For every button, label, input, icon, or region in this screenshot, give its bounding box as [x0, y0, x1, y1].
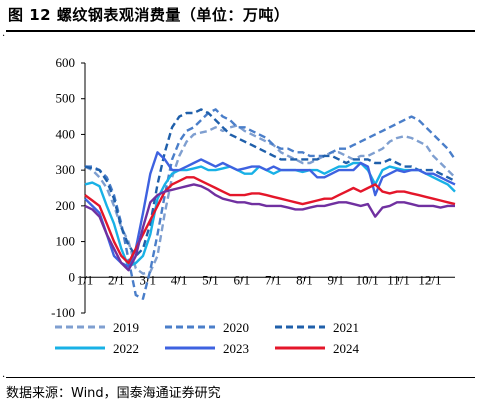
series-line-2024	[84, 176, 456, 265]
series-line-extra-6	[84, 183, 455, 272]
x-tick-label: 12/1	[418, 272, 441, 287]
series-line-2020	[85, 108, 456, 300]
consumption-line-chart: -100 0 100 200 300 400 500 600 1/1 2/1 3/1 4/1 5/1 6…	[51, 55, 456, 356]
series-line-2022	[84, 161, 456, 268]
x-tick-label: 1/1	[77, 272, 94, 287]
series-line-2021	[84, 108, 456, 258]
y-axis: -100 0 100 200 300 400 500 600	[51, 55, 86, 320]
margin-dot: .	[2, 369, 6, 380]
legend-label-2023: 2023	[223, 341, 249, 356]
x-tick-label: 11/1	[387, 272, 410, 287]
y-tick-label: 0	[69, 269, 76, 284]
y-tick-label: 500	[56, 91, 76, 106]
series-line-2023	[84, 151, 456, 268]
x-tick-label: 8/1	[296, 272, 313, 287]
y-tick-label: 100	[56, 234, 76, 249]
x-tick-label: 3/1	[139, 272, 156, 287]
y-tick-label: 300	[56, 162, 76, 177]
title-rule	[6, 30, 475, 32]
series-line-2019	[84, 124, 456, 275]
series-layer	[84, 108, 456, 300]
x-tick-label: 6/1	[233, 272, 250, 287]
legend-label-2020: 2020	[223, 320, 249, 335]
y-tick-label: 400	[56, 126, 76, 141]
legend: 2019 2020 2021 2022 2023 2024	[55, 320, 360, 356]
x-axis: 1/1 2/1 3/1 4/1 5/1 6/1 7/1 8/1 9/1 10/1 11/1 12/1	[77, 272, 455, 287]
legend-label-2024: 2024	[333, 341, 360, 356]
x-tick-label: 10/1	[356, 272, 379, 287]
source-rule	[6, 377, 475, 378]
y-tick-label: 200	[56, 198, 76, 213]
source-note: 数据来源：Wind，国泰海通证券研究	[6, 386, 221, 401]
x-tick-label: 7/1	[265, 272, 282, 287]
legend-label-2021: 2021	[333, 320, 359, 335]
y-tick-label: -100	[51, 305, 75, 320]
x-tick-label: 5/1	[202, 272, 219, 287]
x-tick-label: 9/1	[328, 272, 345, 287]
margin-dot: .	[2, 28, 6, 39]
legend-label-2019: 2019	[113, 320, 139, 335]
x-tick-label: 2/1	[108, 272, 125, 287]
legend-label-2022: 2022	[113, 341, 139, 356]
figure-title: 图 12 螺纹钢表观消费量（单位：万吨）	[8, 6, 290, 24]
x-tick-label: 4/1	[171, 272, 188, 287]
y-tick-label: 600	[56, 55, 76, 70]
